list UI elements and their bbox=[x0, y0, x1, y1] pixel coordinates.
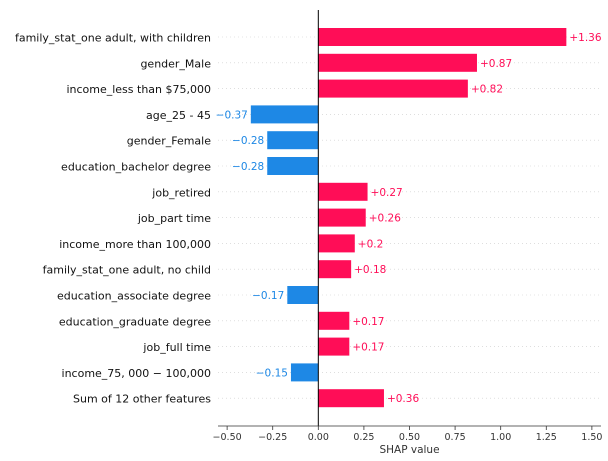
x-tick-label: −0.50 bbox=[213, 432, 242, 443]
bar-value-label: −0.28 bbox=[232, 161, 264, 173]
category-label: education_associate degree bbox=[57, 290, 211, 303]
category-label: family_stat_one adult, with children bbox=[15, 32, 211, 45]
bar-value-label: +0.2 bbox=[358, 238, 384, 250]
bar-value-label: +0.26 bbox=[369, 213, 401, 225]
category-label: income_less than $75,000 bbox=[66, 83, 211, 96]
bar-value-label: +0.87 bbox=[480, 58, 512, 70]
x-tick-label: −0.25 bbox=[258, 432, 287, 443]
bar bbox=[318, 234, 355, 253]
bar bbox=[267, 157, 319, 175]
x-tick-label: 1.00 bbox=[490, 432, 511, 443]
bar bbox=[287, 286, 319, 304]
x-tick-label: 0.75 bbox=[445, 432, 466, 443]
bar bbox=[318, 311, 350, 330]
bar-value-label: +1.36 bbox=[569, 32, 601, 44]
category-label: Sum of 12 other features bbox=[73, 393, 211, 406]
category-label: education_graduate degree bbox=[59, 315, 211, 328]
bar bbox=[318, 182, 368, 201]
category-label: age_25 - 45 bbox=[146, 109, 211, 122]
bar-value-label: +0.27 bbox=[371, 187, 403, 199]
bar bbox=[318, 208, 366, 227]
x-axis-label: SHAP value bbox=[379, 444, 439, 456]
category-label: gender_Male bbox=[140, 57, 211, 70]
x-tick-label: 0.00 bbox=[308, 432, 329, 443]
bar bbox=[318, 389, 384, 408]
x-tick-label: 1.25 bbox=[536, 432, 557, 443]
bar bbox=[318, 28, 567, 46]
category-label: job_full time bbox=[142, 341, 211, 354]
bar bbox=[318, 260, 352, 279]
bar-value-label: −0.15 bbox=[256, 367, 288, 379]
bar-value-label: +0.18 bbox=[354, 264, 386, 276]
category-label: income_more than 100,000 bbox=[59, 238, 211, 251]
bar-value-label: −0.28 bbox=[232, 135, 264, 147]
bar-value-label: +0.82 bbox=[471, 84, 503, 96]
bar bbox=[318, 79, 468, 98]
category-label: job_part time bbox=[137, 212, 211, 225]
bar-value-label: −0.37 bbox=[216, 109, 248, 121]
bar-value-label: +0.36 bbox=[387, 393, 419, 405]
bar-value-label: +0.17 bbox=[352, 316, 384, 328]
bar bbox=[267, 131, 319, 150]
bar bbox=[290, 363, 319, 382]
category-label: family_stat_one adult, no child bbox=[43, 264, 211, 277]
category-label: income_75, 000 − 100,000 bbox=[62, 367, 211, 380]
x-tick-label: 0.50 bbox=[399, 432, 420, 443]
category-label: education_bachelor degree bbox=[61, 161, 211, 174]
x-tick-label: 0.25 bbox=[353, 432, 374, 443]
bar bbox=[318, 53, 477, 72]
category-label: job_retired bbox=[151, 186, 211, 199]
bar bbox=[318, 337, 350, 356]
bar bbox=[250, 105, 319, 124]
category-label: gender_Female bbox=[127, 135, 211, 148]
bar-value-label: +0.17 bbox=[352, 342, 384, 354]
x-tick-label: 1.50 bbox=[581, 432, 602, 443]
bar-value-label: −0.17 bbox=[252, 290, 284, 302]
